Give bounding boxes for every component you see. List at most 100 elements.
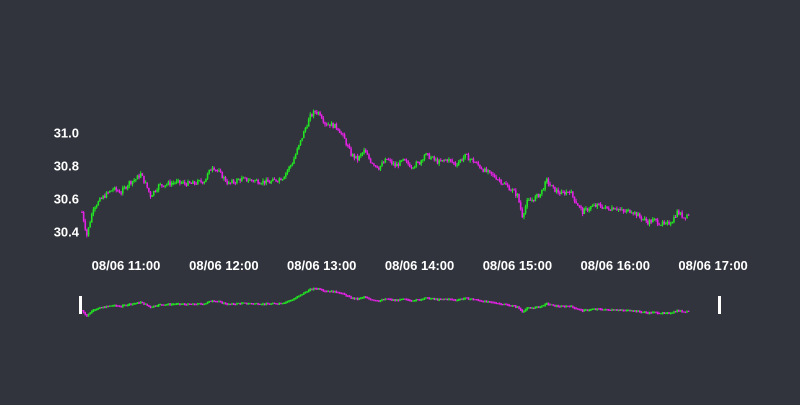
candle[interactable] <box>203 180 206 185</box>
candle[interactable] <box>152 190 155 197</box>
candle[interactable] <box>643 216 646 221</box>
candle[interactable] <box>417 161 419 163</box>
candle[interactable] <box>671 221 674 224</box>
candle[interactable] <box>428 152 431 160</box>
candle[interactable] <box>570 189 573 194</box>
candle[interactable] <box>423 154 426 162</box>
candle[interactable] <box>528 197 530 201</box>
candle[interactable] <box>312 109 315 119</box>
candle[interactable] <box>482 168 484 173</box>
candle[interactable] <box>86 228 88 238</box>
candle[interactable] <box>464 153 467 160</box>
candle[interactable] <box>275 179 277 182</box>
candle[interactable] <box>449 158 452 163</box>
slider-handle-right[interactable] <box>718 296 721 314</box>
candle[interactable] <box>95 204 98 209</box>
candle[interactable] <box>363 147 365 155</box>
candle[interactable] <box>650 218 652 224</box>
candle[interactable] <box>213 166 215 171</box>
candle[interactable] <box>232 178 235 185</box>
candle[interactable] <box>635 211 638 219</box>
candle[interactable] <box>545 177 548 184</box>
candle[interactable] <box>364 148 367 153</box>
candle[interactable] <box>588 207 590 213</box>
candle[interactable] <box>645 216 648 224</box>
candle[interactable] <box>104 193 106 199</box>
candle[interactable] <box>392 161 395 166</box>
candle[interactable] <box>521 207 524 218</box>
candle[interactable] <box>258 181 261 185</box>
candle[interactable] <box>164 185 166 189</box>
candle[interactable] <box>384 157 387 164</box>
candle[interactable] <box>226 178 228 186</box>
candle[interactable] <box>337 127 339 132</box>
candle[interactable] <box>343 132 346 139</box>
candle[interactable] <box>565 189 568 196</box>
candle[interactable] <box>534 194 537 202</box>
candle[interactable] <box>374 164 377 168</box>
candle[interactable] <box>627 208 630 212</box>
candle[interactable] <box>585 206 587 211</box>
candle[interactable] <box>559 190 561 196</box>
candle[interactable] <box>200 178 202 184</box>
candle[interactable] <box>547 177 550 187</box>
candle[interactable] <box>674 214 677 218</box>
candle[interactable] <box>397 162 400 169</box>
candle[interactable] <box>216 169 219 173</box>
candle[interactable] <box>180 181 183 185</box>
candle[interactable] <box>327 122 330 126</box>
candle[interactable] <box>665 221 667 225</box>
candle[interactable] <box>306 124 308 130</box>
candle[interactable] <box>188 180 191 184</box>
candle[interactable] <box>638 212 641 219</box>
candle[interactable] <box>239 178 241 184</box>
candle[interactable] <box>567 191 569 193</box>
candle[interactable] <box>108 190 111 193</box>
candle[interactable] <box>368 153 370 160</box>
candle[interactable] <box>82 210 85 223</box>
candle[interactable] <box>161 184 163 188</box>
candle[interactable] <box>288 165 290 173</box>
candle[interactable] <box>192 180 194 184</box>
candle[interactable] <box>97 200 100 206</box>
candle[interactable] <box>126 184 129 191</box>
candle[interactable] <box>255 178 258 181</box>
candle[interactable] <box>283 176 286 180</box>
candle[interactable] <box>301 138 303 142</box>
candle[interactable] <box>629 209 631 214</box>
candle[interactable] <box>193 180 196 186</box>
candle[interactable] <box>581 206 584 217</box>
candle[interactable] <box>660 224 662 226</box>
candle[interactable] <box>260 182 263 185</box>
candle[interactable] <box>291 162 294 167</box>
candle[interactable] <box>469 158 471 163</box>
candle[interactable] <box>684 217 687 221</box>
candle[interactable] <box>342 132 344 137</box>
candle[interactable] <box>518 193 520 203</box>
candle[interactable] <box>273 177 276 180</box>
candle[interactable] <box>278 177 281 184</box>
candle[interactable] <box>443 159 445 163</box>
candle[interactable] <box>316 109 318 116</box>
candle[interactable] <box>172 180 175 186</box>
candle[interactable] <box>541 189 543 197</box>
candle[interactable] <box>190 182 193 184</box>
candle[interactable] <box>425 152 427 156</box>
candle[interactable] <box>340 131 343 136</box>
candle[interactable] <box>143 175 145 185</box>
candle[interactable] <box>653 217 656 221</box>
candle[interactable] <box>573 196 576 204</box>
candle[interactable] <box>298 144 300 150</box>
candle[interactable] <box>223 175 225 181</box>
candle[interactable] <box>177 178 180 184</box>
candle[interactable] <box>614 207 617 210</box>
candle[interactable] <box>439 158 442 162</box>
candle[interactable] <box>309 112 312 122</box>
candle[interactable] <box>167 180 170 186</box>
candle[interactable] <box>353 153 356 161</box>
candle[interactable] <box>446 158 449 163</box>
candle[interactable] <box>498 177 501 183</box>
candle[interactable] <box>408 162 411 168</box>
candle[interactable] <box>371 162 374 164</box>
candle[interactable] <box>681 210 683 219</box>
